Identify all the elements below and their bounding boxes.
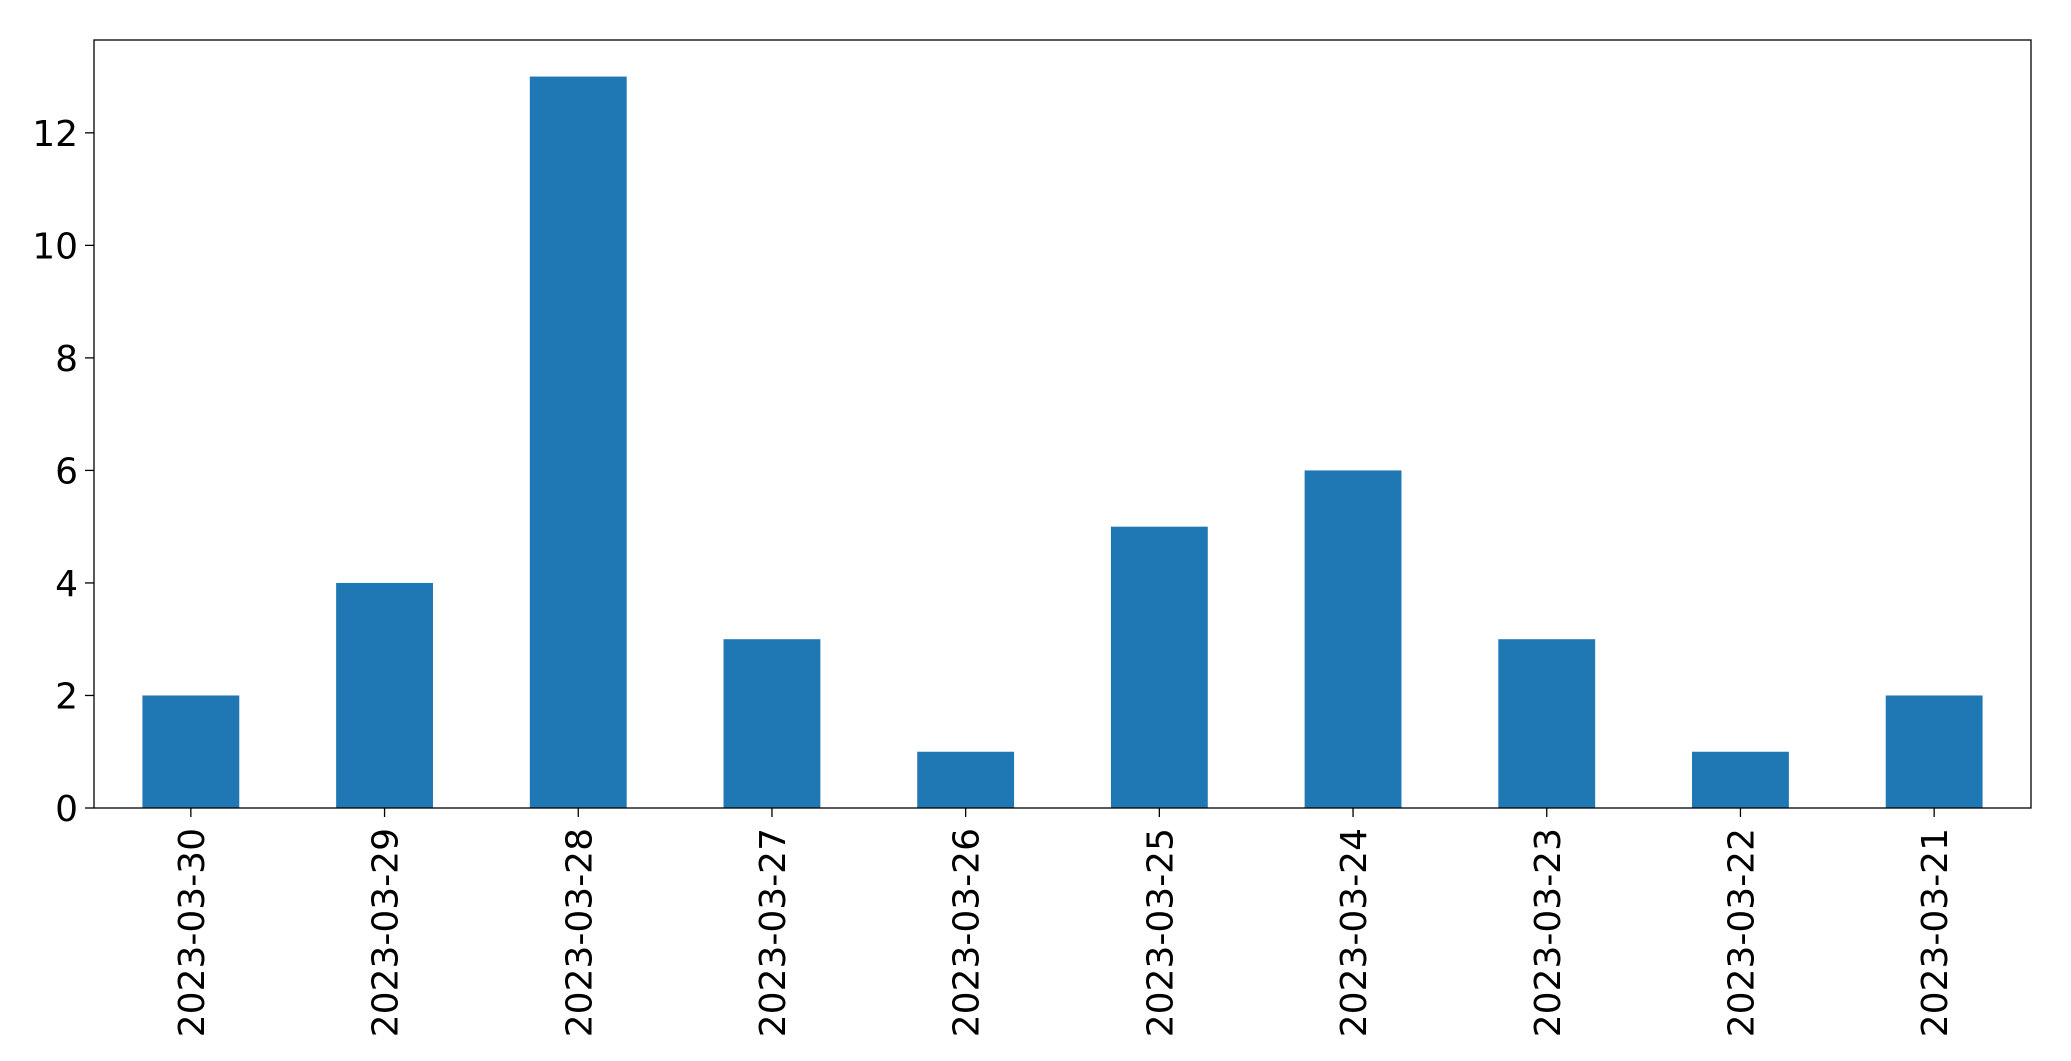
- y-tick-label: 8: [55, 339, 78, 380]
- x-tick-label: 2023-03-24: [1334, 828, 1375, 1037]
- y-tick-label: 12: [32, 114, 78, 155]
- bar: [529, 76, 627, 809]
- y-tick-label: 6: [55, 451, 78, 492]
- y-tick-label: 0: [55, 789, 78, 830]
- y-tick-label: 2: [55, 676, 78, 717]
- plot-frame: [93, 39, 2032, 809]
- bar: [1304, 470, 1402, 808]
- x-tick-label: 2023-03-29: [366, 828, 407, 1037]
- bar: [917, 751, 1015, 808]
- bar: [336, 582, 433, 808]
- bar: [1692, 751, 1789, 808]
- x-tick-label: 2023-03-27: [753, 828, 794, 1037]
- y-tick-label: 4: [55, 564, 78, 605]
- x-tick-label: 2023-03-28: [559, 828, 600, 1037]
- bar: [1110, 526, 1208, 808]
- x-tick-label: 2023-03-23: [1528, 828, 1569, 1037]
- y-tick-label: 10: [32, 226, 78, 267]
- bar: [1498, 639, 1596, 808]
- x-tick-label: 2023-03-25: [1140, 828, 1181, 1037]
- bar: [1885, 695, 1983, 808]
- x-tick-label: 2023-03-21: [1915, 828, 1956, 1037]
- x-tick-label: 2023-03-22: [1721, 828, 1762, 1037]
- bar: [142, 695, 240, 808]
- x-tick-label: 2023-03-30: [172, 828, 213, 1037]
- bar: [723, 639, 821, 808]
- x-tick-label: 2023-03-26: [947, 828, 988, 1037]
